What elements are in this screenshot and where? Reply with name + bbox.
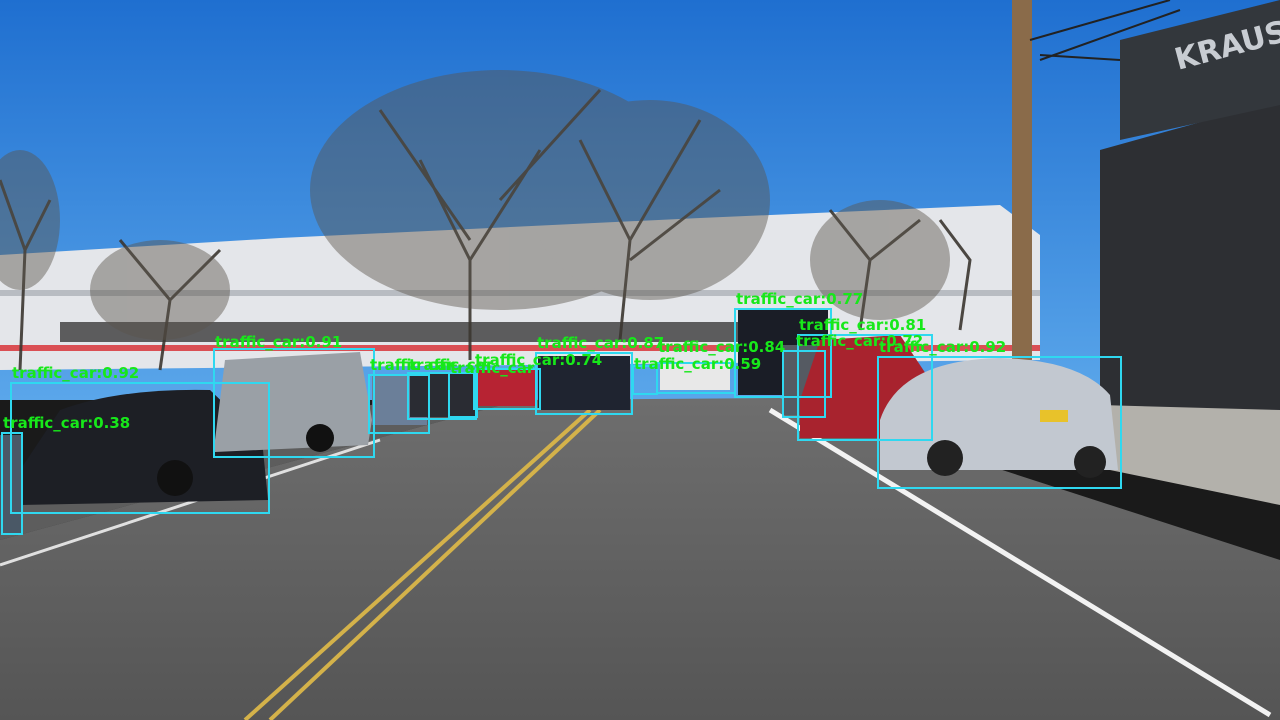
detection-label: traffic_car: [409, 356, 494, 374]
detection-label: traffic_car:0.72: [796, 332, 924, 350]
detection-label: traffic_car:0.92: [12, 364, 140, 382]
detection-label: traffic_car:0.87: [537, 334, 665, 352]
detection-box: traffic_car:0.87: [535, 335, 664, 415]
detection-box: traffic_car:0.92: [10, 365, 270, 514]
detection-box: traffic_car:0.72: [782, 333, 923, 418]
detection-box: traffic_car:0.81: [797, 317, 933, 441]
detection-box: traffic_car:0.38: [1, 415, 130, 535]
detection-label: traffic_car: [450, 359, 535, 377]
detection-label: traffic_car:0.91: [215, 333, 343, 351]
detection-box: traffic_car: [368, 357, 454, 434]
detection-label: traffic_car:0.84: [658, 338, 786, 356]
detection-label: traffic_car: [370, 356, 455, 374]
cars: [0, 310, 1118, 533]
detection-label: traffic_car:0.59: [634, 355, 762, 373]
detection-box: traffic_car: [448, 360, 534, 418]
brick-building: [1100, 100, 1280, 420]
detection-label: traffic_car:0.77: [736, 290, 864, 308]
detection-label: traffic_car:0.38: [3, 414, 131, 432]
utility-pole: [1012, 0, 1032, 360]
detection-box: traffic_car:0.74: [473, 352, 602, 410]
detection-box: traffic_car:0.91: [213, 334, 375, 458]
bike-lane-line: [768, 407, 1272, 718]
red-stripe: [0, 345, 1040, 351]
road: [0, 398, 1280, 720]
detection-box: traffic_car:0.92: [877, 339, 1122, 489]
detection-label: traffic_car:0.81: [799, 316, 927, 334]
detection-label: traffic_car:0.92: [879, 338, 1007, 356]
trees: [0, 88, 972, 371]
kraus-sign-panel: [1120, 0, 1280, 140]
center-line: [243, 408, 592, 720]
sidewalk: [1100, 405, 1280, 505]
detection-label: traffic_car:0.74: [475, 351, 603, 369]
detection-box: traffic_car:0.59: [632, 356, 761, 395]
